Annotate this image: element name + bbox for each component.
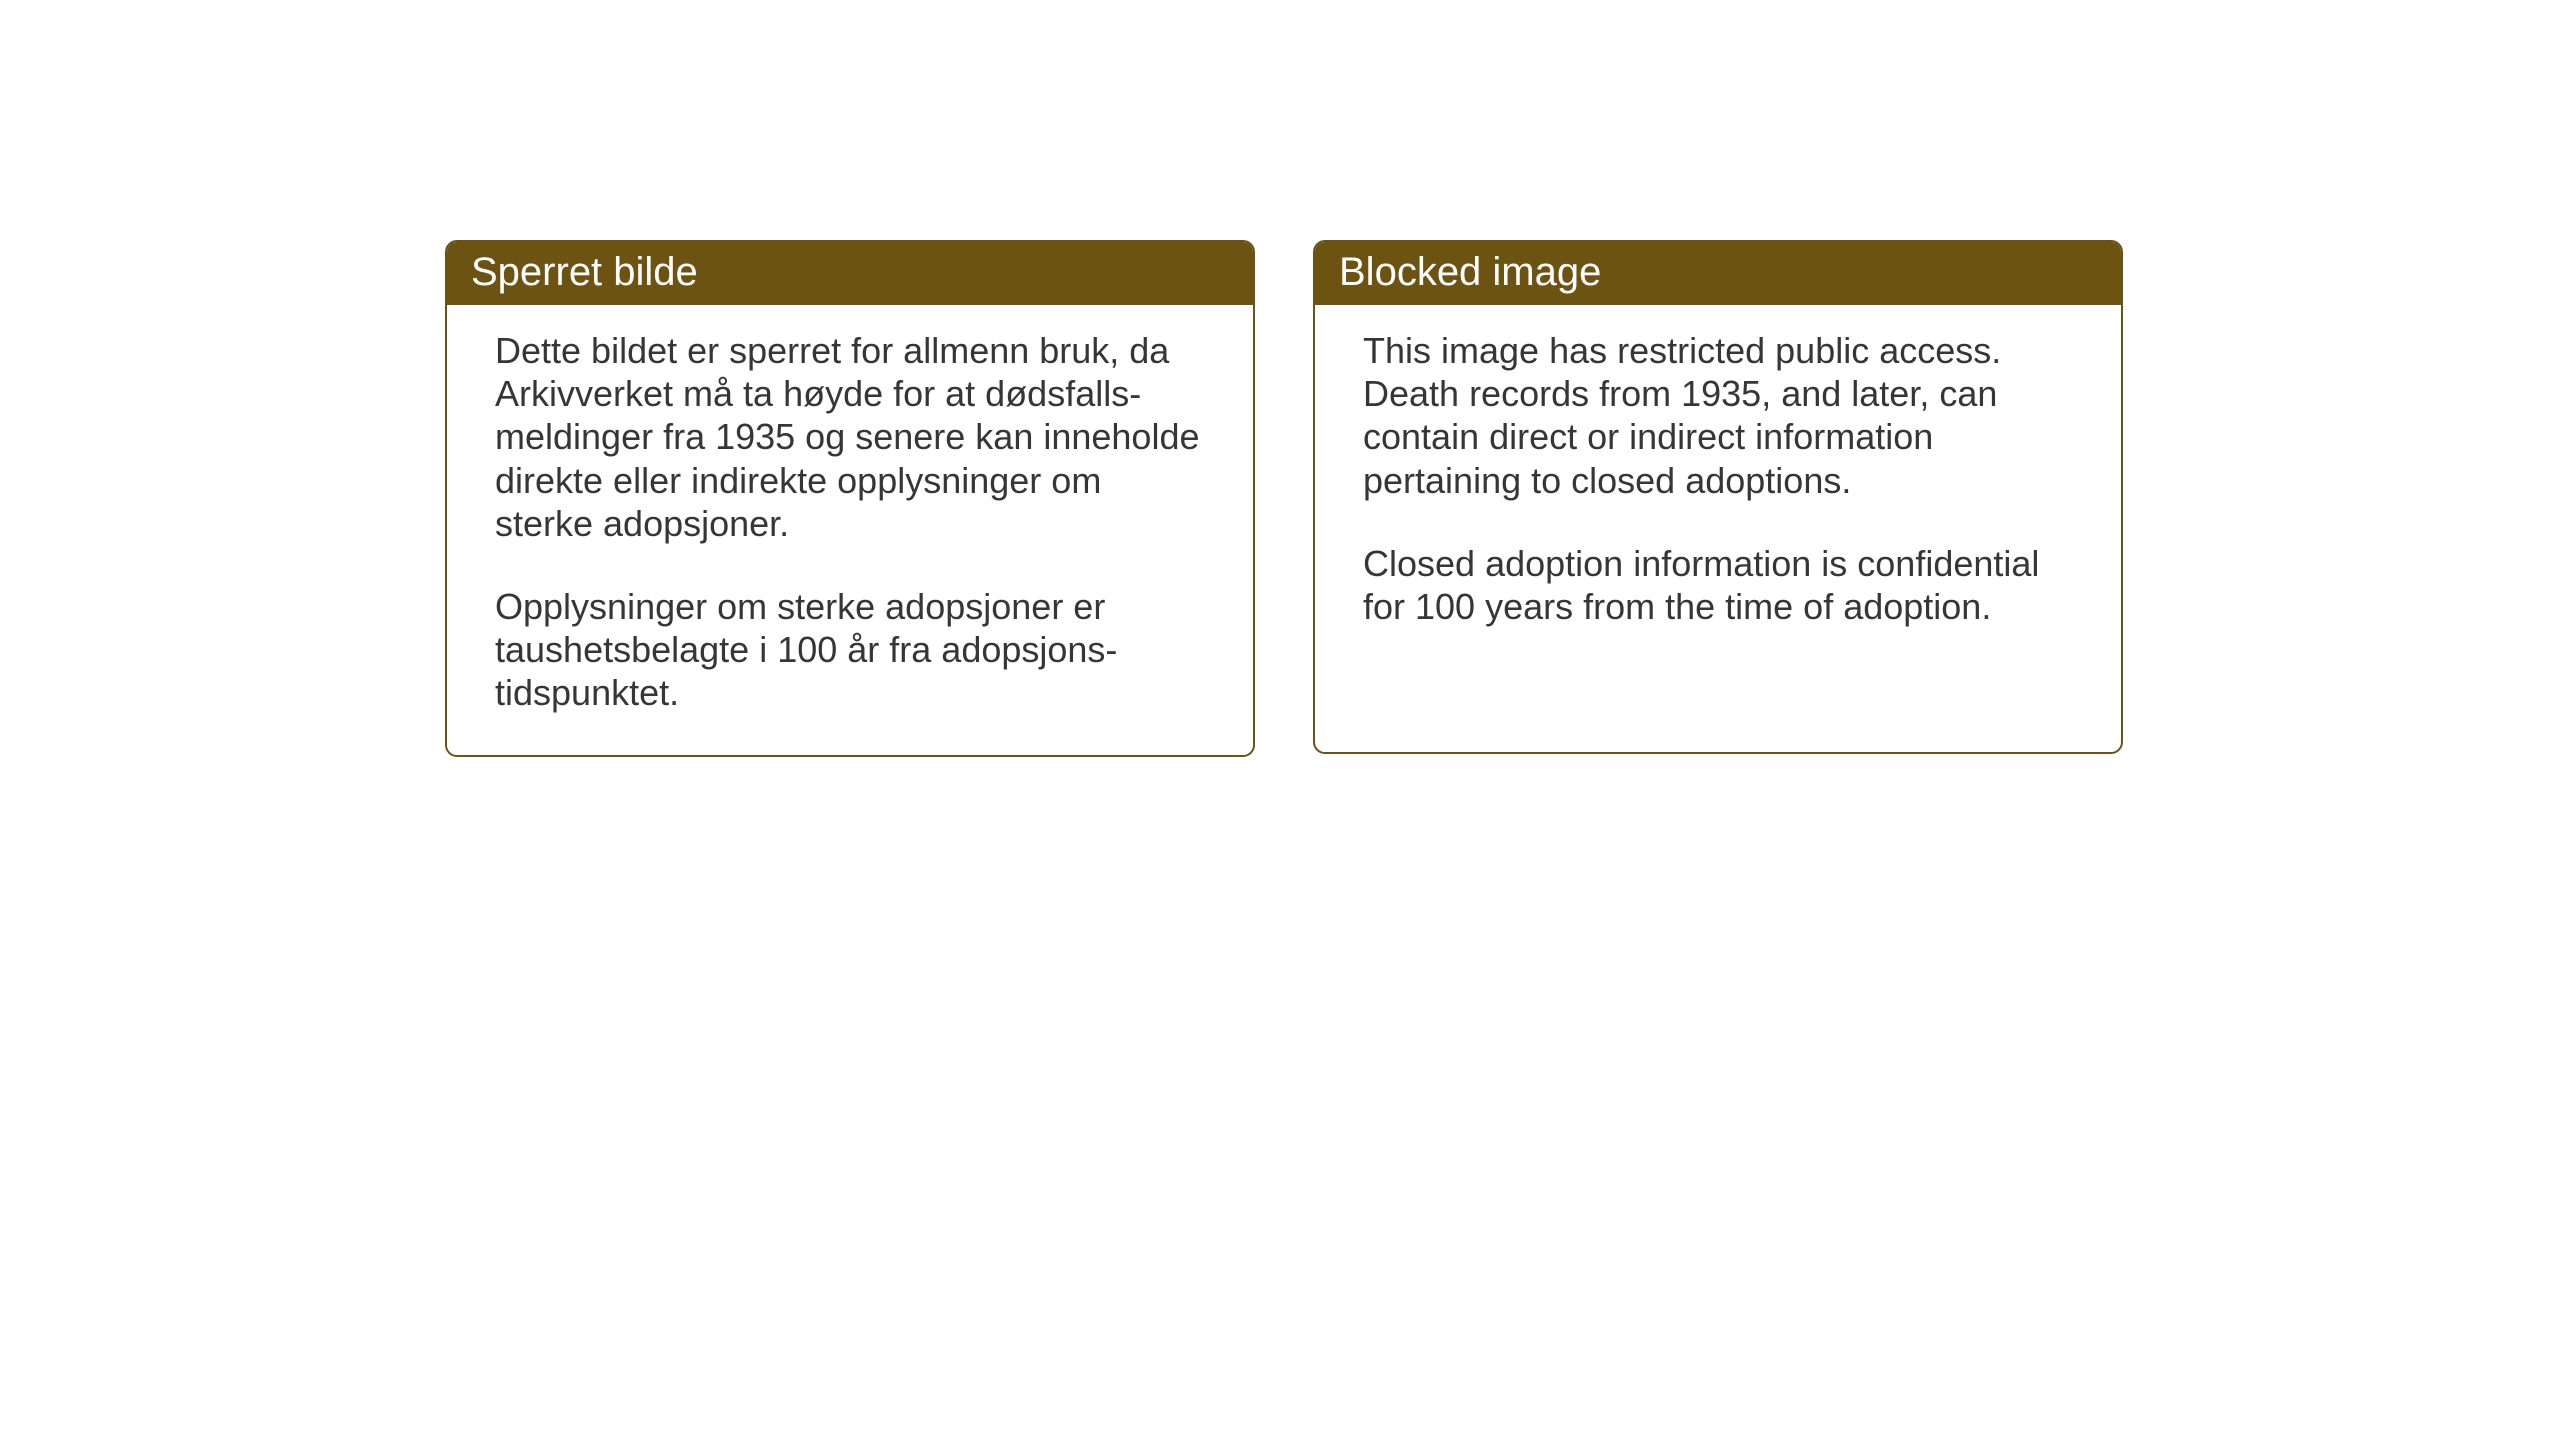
norwegian-paragraph-1: Dette bildet er sperret for allmenn bruk… <box>495 329 1205 545</box>
english-card-body: This image has restricted public access.… <box>1315 305 2121 668</box>
english-card-title: Blocked image <box>1315 242 2121 305</box>
norwegian-paragraph-2: Opplysninger om sterke adopsjoner er tau… <box>495 585 1205 715</box>
english-paragraph-1: This image has restricted public access.… <box>1363 329 2073 502</box>
notice-container: Sperret bilde Dette bildet er sperret fo… <box>445 240 2123 757</box>
norwegian-card-title: Sperret bilde <box>447 242 1253 305</box>
norwegian-card-body: Dette bildet er sperret for allmenn bruk… <box>447 305 1253 755</box>
english-paragraph-2: Closed adoption information is confident… <box>1363 542 2073 628</box>
norwegian-notice-card: Sperret bilde Dette bildet er sperret fo… <box>445 240 1255 757</box>
english-notice-card: Blocked image This image has restricted … <box>1313 240 2123 754</box>
